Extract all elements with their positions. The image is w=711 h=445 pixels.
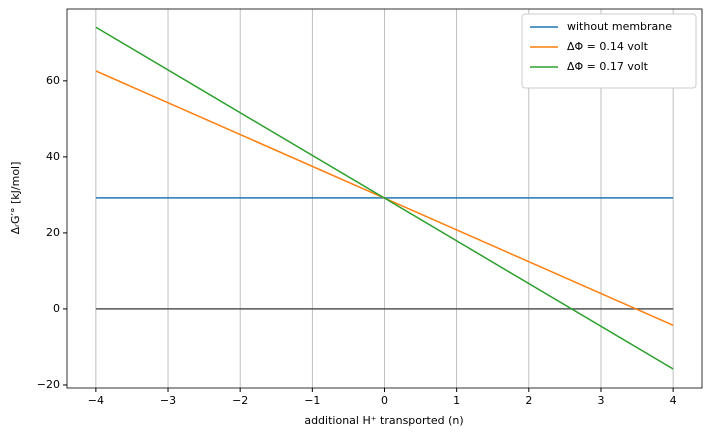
legend-box	[521, 13, 697, 89]
x-tick-label: 2	[525, 394, 532, 407]
x-tick-label: 4	[670, 394, 677, 407]
y-tick-label: 0	[53, 302, 60, 315]
x-tick-label: −4	[88, 394, 104, 407]
y-tick-label: 20	[46, 226, 60, 239]
legend-label: without membrane	[567, 20, 672, 33]
plot-frame	[66, 8, 703, 389]
legend-label: ΔΦ = 0.17 volt	[567, 60, 649, 73]
data-line	[95, 26, 674, 370]
x-tick-label: −1	[304, 394, 320, 407]
legend-label: ΔΦ = 0.14 volt	[567, 40, 649, 53]
y-tick-label: 60	[46, 74, 60, 87]
x-axis-label: additional H⁺ transported (n)	[304, 414, 463, 427]
x-tick-label: −2	[232, 394, 248, 407]
legend: without membrane ΔΦ = 0.14 volt ΔΦ = 0.17 …	[521, 13, 697, 89]
x-tick-label: 1	[453, 394, 460, 407]
x-tick-label: −3	[160, 394, 176, 407]
y-axis-label: ΔᵣG′° [kJ/mol]	[9, 162, 22, 235]
x-tick-label: 3	[597, 394, 604, 407]
x-tick-label: 0	[381, 394, 388, 407]
y-tick-label: 40	[46, 150, 60, 163]
y-tick-label: −20	[37, 378, 60, 391]
